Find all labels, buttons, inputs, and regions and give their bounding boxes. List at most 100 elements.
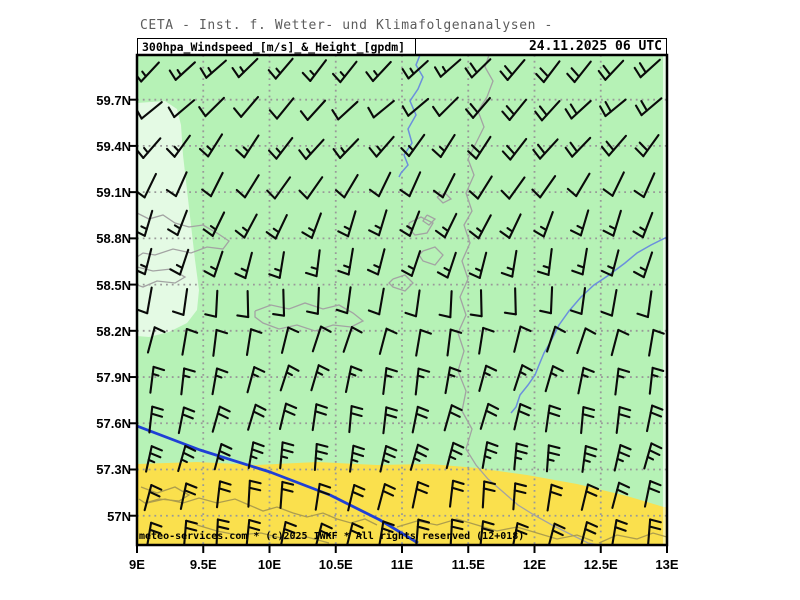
wind-barb [382, 367, 398, 395]
wind-barb [500, 249, 518, 278]
wind-barb [432, 96, 459, 117]
wind-barb [143, 483, 163, 512]
lat-tick-label: 57.9N [96, 370, 131, 386]
wind-barb [399, 210, 421, 237]
wind-barb [633, 251, 654, 279]
wind-barb [245, 328, 263, 357]
wind-barb [633, 58, 661, 79]
wind-barb [180, 367, 196, 396]
wind-barb [348, 405, 364, 434]
lat-tick-label: 59.4N [96, 138, 131, 154]
wind-barb [468, 251, 488, 279]
wind-barb [179, 482, 198, 510]
wind-barb [367, 287, 385, 316]
wind-barb [267, 57, 294, 80]
wind-barb [531, 175, 557, 199]
wind-barb [602, 171, 625, 197]
wind-barb [167, 209, 188, 237]
wind-barb [247, 403, 267, 431]
wind-barb [467, 135, 492, 160]
wind-barb [298, 138, 325, 161]
windspeed-fill-pale-green-strip [663, 55, 667, 507]
wind-barb [602, 209, 622, 237]
wind-barb [512, 482, 527, 511]
wind-barb [203, 250, 224, 278]
wind-barb [401, 59, 429, 80]
lon-tick-label: 9E [129, 557, 145, 572]
wind-barb [310, 364, 330, 392]
wind-barb [600, 134, 628, 157]
wind-barb [301, 212, 322, 239]
lat-tick-label: 58.5N [96, 277, 131, 293]
wind-barb [202, 211, 226, 237]
wind-barb [481, 480, 497, 509]
wind-barb [533, 211, 554, 238]
wind-barb [337, 247, 354, 276]
wind-barb [436, 251, 457, 279]
wind-barb [546, 483, 564, 512]
wind-barb [448, 479, 465, 508]
lon-tick-label: 10.5E [318, 557, 353, 572]
wind-barb [213, 443, 233, 471]
wind-barb [332, 138, 360, 160]
wind-barb [304, 249, 321, 278]
wind-barb [633, 172, 656, 199]
wind-barb [597, 59, 625, 81]
wind-barb [367, 99, 395, 119]
coastline-path [598, 532, 667, 544]
wind-barb [615, 406, 632, 434]
wind-barb [368, 135, 395, 158]
wind-barb [145, 445, 163, 473]
wind-barb [432, 173, 456, 199]
wind-barb [215, 518, 230, 545]
wind-barb [400, 133, 426, 158]
wind-barb [571, 247, 588, 276]
wind-barb [645, 404, 664, 433]
wind-barb [245, 518, 261, 545]
lat-tick-label: 57N [107, 508, 131, 524]
wind-barb [148, 405, 164, 434]
wind-barb [313, 442, 329, 472]
wind-barb [342, 326, 363, 353]
wind-barb [183, 519, 198, 545]
wind-barb [349, 444, 365, 473]
wind-barb [600, 288, 618, 317]
lat-tick-label: 59.7N [96, 92, 131, 108]
wind-barb [647, 518, 662, 545]
wind-barb [365, 60, 392, 83]
wind-barb [266, 176, 292, 200]
wind-barb [137, 209, 154, 237]
wind-barb [235, 134, 260, 159]
wind-barb [211, 367, 229, 396]
wind-barb [301, 59, 327, 82]
datetime-label: 24.11.2025 06 UTC [528, 39, 662, 54]
wind-barb [177, 444, 197, 473]
lat-tick-label: 58.2N [96, 323, 131, 339]
wind-barb [611, 519, 628, 545]
wind-barb [280, 326, 300, 354]
wind-barb [577, 366, 595, 395]
wind-barb [545, 444, 561, 473]
wind-barb-layer [137, 57, 665, 545]
wind-barb [233, 95, 260, 118]
wind-barb [198, 133, 224, 158]
wind-barb [247, 441, 265, 470]
wind-barb [600, 249, 620, 277]
wind-barb [201, 171, 224, 198]
lat-tick-label: 57.3N [96, 462, 131, 478]
wind-barb [465, 96, 491, 119]
wind-barb [613, 444, 632, 472]
wind-barb [468, 214, 492, 240]
wind-barb [137, 247, 153, 276]
wind-barb [443, 404, 463, 432]
wind-barb [479, 520, 495, 545]
wind-barb [280, 520, 297, 545]
wind-barb [378, 327, 398, 355]
wind-barb [566, 60, 592, 84]
wind-barb [236, 290, 250, 319]
wind-barb [449, 518, 464, 545]
wind-barb [431, 133, 456, 159]
wind-barb [279, 441, 295, 470]
wind-barb [580, 521, 599, 545]
wind-barb [503, 287, 517, 316]
